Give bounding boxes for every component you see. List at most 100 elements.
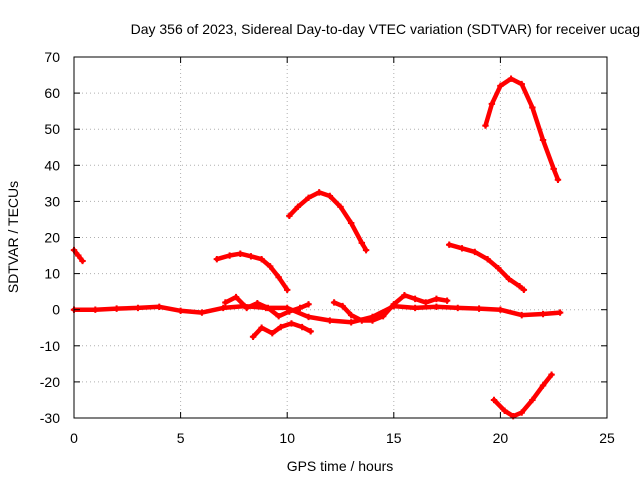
x-tick-label-4: 20 (493, 430, 509, 446)
data-point (369, 317, 376, 324)
data-point (220, 304, 227, 312)
data-point (296, 304, 304, 312)
data-point (249, 333, 257, 340)
data-point (539, 382, 547, 389)
data-point (247, 253, 255, 260)
y-tick-label-0: -30 (40, 410, 60, 426)
data-point (358, 239, 366, 247)
data-point (471, 248, 479, 256)
x-tick-label-5: 25 (599, 430, 615, 446)
data-point (79, 257, 86, 265)
series-arc-noon-peak (286, 189, 370, 254)
data-point (516, 283, 523, 290)
data-point (198, 309, 206, 316)
y-tick-label-8: 50 (44, 121, 60, 137)
series-arc-near-zero-main (70, 302, 564, 326)
data-point (269, 329, 276, 337)
data-point (222, 299, 229, 306)
data-point (550, 165, 557, 173)
data-point (507, 75, 515, 82)
series-line-0 (71, 303, 563, 325)
data-point (556, 309, 564, 316)
data-point (330, 299, 338, 306)
series-arc-cross-b (330, 292, 451, 324)
data-point (237, 250, 244, 257)
data-point (362, 246, 370, 254)
data-point (548, 371, 555, 378)
x-tick-label-3: 15 (386, 430, 402, 446)
data-point (315, 189, 323, 196)
data-point (488, 100, 496, 108)
data-point (326, 192, 334, 200)
data-point (401, 292, 408, 299)
data-point (266, 263, 274, 270)
data-point (177, 307, 184, 314)
data-point (264, 304, 272, 312)
data-point (339, 302, 346, 310)
data-point (347, 219, 355, 227)
data-point (495, 264, 502, 272)
data-point (134, 304, 142, 312)
data-point (433, 303, 440, 311)
data-point (501, 407, 508, 414)
data-point (298, 323, 306, 331)
data-point (475, 305, 483, 312)
data-point (518, 409, 525, 416)
data-point (433, 295, 440, 303)
y-tick-label-5: 20 (44, 230, 60, 246)
plot-frame (73, 56, 608, 419)
data-point (232, 293, 240, 301)
data-series-layer (70, 75, 564, 420)
data-point (446, 241, 453, 248)
series-arc-evening (446, 241, 528, 294)
series-arc-late-trough (490, 371, 555, 420)
data-point (288, 320, 295, 327)
data-point (75, 252, 82, 259)
data-point (529, 104, 536, 111)
y-axis-label: SDTVAR / TECUs (5, 181, 21, 293)
data-point (92, 306, 99, 313)
y-tick-label-6: 30 (44, 193, 60, 209)
data-point (307, 328, 314, 335)
data-point (258, 255, 265, 263)
data-point (286, 212, 293, 220)
x-axis-label: GPS time / hours (287, 458, 394, 474)
data-point (443, 297, 451, 304)
x-tick-label-2: 10 (279, 430, 295, 446)
series-arc-late-peak (482, 75, 562, 183)
data-point (243, 304, 250, 312)
series-arc-morning (213, 250, 291, 294)
data-point (347, 311, 355, 319)
data-point (390, 301, 397, 308)
y-tick-label-2: -10 (40, 338, 60, 354)
axis-ticks: 0 5 10 15 20 25 -30 -20 -10 0 10 20 30 40 50 60 70 (40, 49, 615, 446)
series-line-2 (214, 251, 290, 293)
data-point (518, 311, 525, 319)
y-tick-label-10: 70 (44, 49, 60, 65)
data-point (294, 203, 302, 211)
series-arc-negative-dips (249, 320, 314, 340)
data-point (482, 122, 489, 129)
y-tick-label-4: 10 (44, 266, 60, 282)
data-point (554, 176, 562, 183)
data-point (490, 396, 498, 404)
data-point (326, 317, 334, 324)
x-tick-label-1: 5 (177, 430, 185, 446)
data-point (286, 308, 293, 315)
data-point (258, 324, 265, 331)
data-point (529, 396, 536, 404)
data-point (275, 312, 282, 320)
data-point (411, 304, 419, 312)
series-line-5 (483, 76, 561, 182)
data-point (411, 295, 419, 303)
data-point (505, 275, 513, 283)
data-point (518, 80, 525, 88)
y-tick-label-7: 40 (44, 157, 60, 173)
data-point (305, 194, 312, 201)
data-point (458, 245, 466, 252)
data-point (539, 136, 547, 144)
data-point (226, 252, 233, 259)
data-point (305, 301, 312, 308)
series-arc-cross-a (222, 293, 312, 320)
